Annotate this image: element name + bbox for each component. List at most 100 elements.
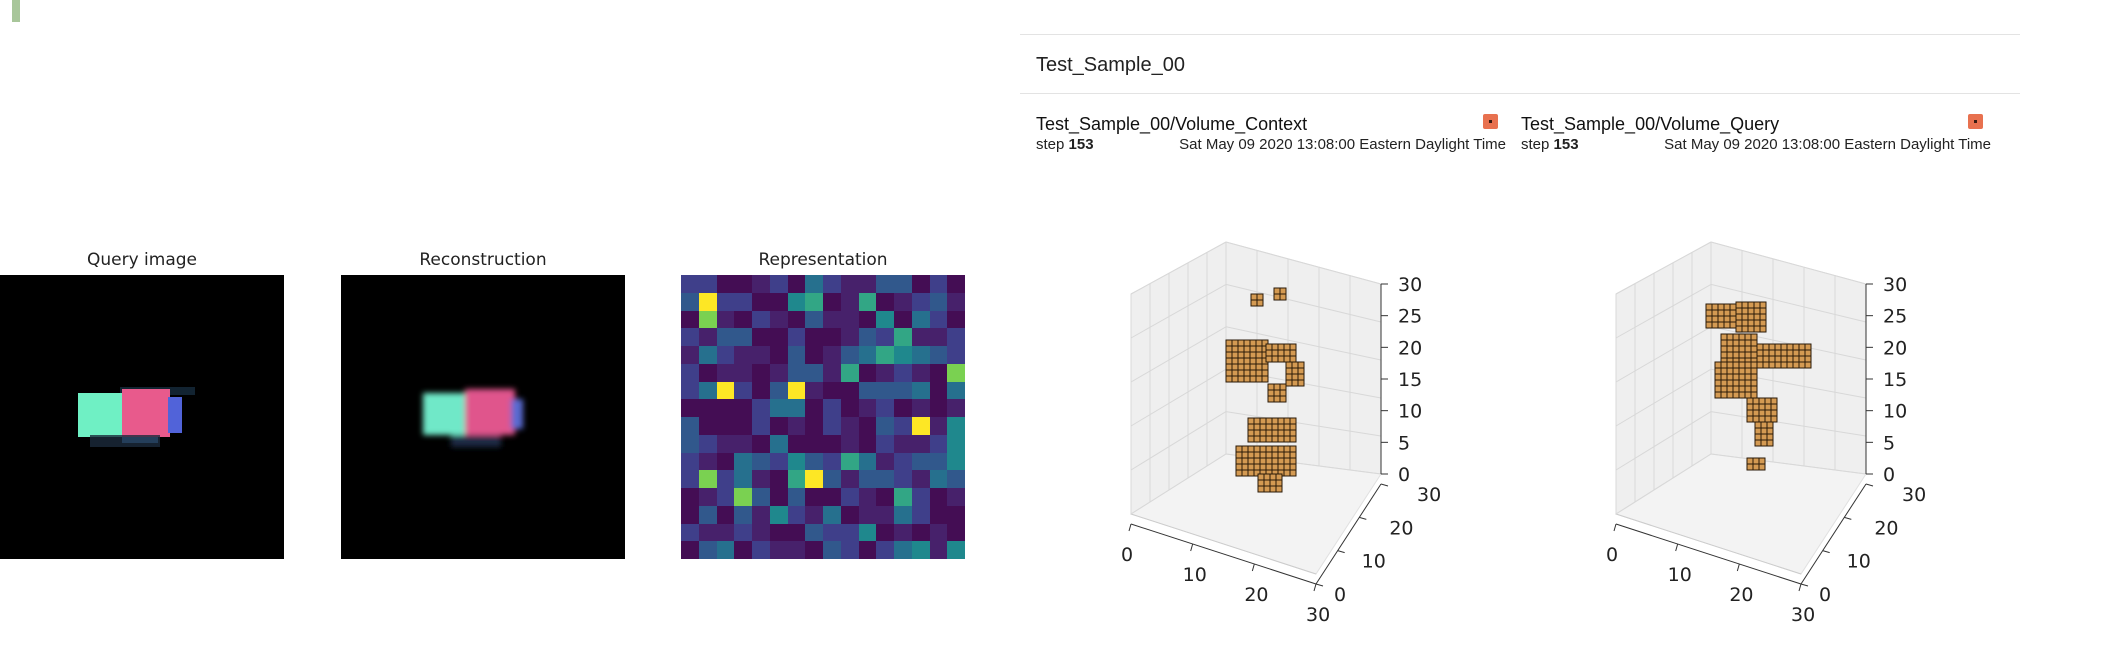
z-tick-label: 15 bbox=[1883, 369, 1907, 391]
voxel bbox=[1231, 345, 1239, 353]
x-tick bbox=[1675, 543, 1679, 552]
voxel bbox=[1752, 403, 1760, 411]
heatmap-cell bbox=[716, 381, 735, 400]
voxel bbox=[1283, 457, 1291, 465]
heatmap-cell bbox=[823, 328, 841, 346]
z-tick-label: 20 bbox=[1398, 337, 1422, 359]
voxel bbox=[1735, 301, 1743, 309]
voxel bbox=[1235, 457, 1243, 465]
voxel bbox=[1235, 451, 1243, 459]
grid-line bbox=[1130, 241, 1227, 295]
voxel bbox=[1732, 391, 1740, 399]
y-tick-label: 20 bbox=[1389, 517, 1413, 539]
heatmap-cell bbox=[840, 541, 859, 559]
heatmap-cell bbox=[911, 417, 930, 435]
voxel bbox=[1750, 385, 1758, 393]
voxel bbox=[1780, 355, 1788, 363]
heatmap-cell bbox=[840, 434, 859, 453]
voxel bbox=[1277, 417, 1285, 425]
voxel bbox=[1720, 373, 1728, 381]
grid-line bbox=[1615, 411, 1712, 471]
y-tick-label: 0 bbox=[1819, 584, 1831, 606]
voxel bbox=[1720, 351, 1728, 359]
voxel bbox=[1231, 369, 1239, 377]
heatmap-cell bbox=[840, 505, 859, 524]
heatmap-cell bbox=[787, 381, 806, 400]
voxel bbox=[1247, 417, 1255, 425]
heatmap-cell bbox=[752, 452, 770, 471]
heatmap-cell bbox=[929, 470, 948, 488]
expand-icon[interactable] bbox=[1483, 114, 1498, 129]
voxel bbox=[1297, 361, 1305, 369]
voxel bbox=[1723, 303, 1731, 311]
voxel bbox=[1231, 357, 1239, 365]
voxel bbox=[1289, 435, 1297, 443]
voxel bbox=[1798, 343, 1806, 351]
voxel bbox=[1259, 451, 1267, 459]
heatmap-cell bbox=[752, 505, 770, 524]
expand-icon[interactable] bbox=[1968, 114, 1983, 129]
heatmap-cell bbox=[858, 310, 877, 329]
y-tick-label: 10 bbox=[1847, 551, 1871, 573]
heatmap-cell bbox=[858, 381, 877, 400]
voxel bbox=[1275, 473, 1283, 481]
heatmap-cell bbox=[823, 292, 841, 311]
heatmap-cell bbox=[716, 275, 735, 293]
heatmap-cell bbox=[929, 363, 948, 382]
group-title: Test_Sample_00 bbox=[1036, 54, 1185, 76]
voxel bbox=[1243, 375, 1251, 383]
heatmap-cell bbox=[787, 523, 806, 542]
voxel bbox=[1714, 361, 1722, 369]
heatmap-cell bbox=[734, 470, 752, 488]
heatmap-cell bbox=[805, 523, 823, 542]
voxel bbox=[1744, 373, 1752, 381]
voxel bbox=[1235, 469, 1243, 477]
voxel bbox=[1283, 423, 1291, 431]
voxel bbox=[1759, 307, 1767, 315]
voxel bbox=[1720, 385, 1728, 393]
voxel bbox=[1732, 361, 1740, 369]
voxel bbox=[1249, 369, 1257, 377]
voxel bbox=[1289, 457, 1297, 465]
voxel bbox=[1723, 315, 1731, 323]
voxel bbox=[1297, 379, 1305, 387]
heatmap-cell bbox=[823, 310, 841, 329]
voxel bbox=[1225, 369, 1233, 377]
heatmap-cell bbox=[876, 328, 894, 346]
heatmap-cell bbox=[805, 381, 823, 400]
voxel bbox=[1259, 417, 1267, 425]
voxel bbox=[1714, 367, 1722, 375]
voxel bbox=[1770, 415, 1778, 423]
voxel bbox=[1243, 357, 1251, 365]
heatmap-cell bbox=[681, 363, 699, 382]
heatmap-cell bbox=[947, 488, 965, 506]
heatmap-cell bbox=[858, 275, 877, 293]
heatmap-cell bbox=[752, 328, 770, 346]
heatmap-cell bbox=[769, 434, 788, 453]
heatmap-cell bbox=[840, 346, 859, 364]
voxel bbox=[1231, 375, 1239, 383]
voxel bbox=[1253, 423, 1261, 431]
subplot-title-reconstruction: Reconstruction bbox=[419, 250, 547, 270]
heatmap-cell bbox=[876, 523, 894, 542]
heatmap-cell bbox=[769, 452, 788, 471]
heatmap-cell bbox=[787, 434, 806, 453]
voxel bbox=[1804, 355, 1812, 363]
heatmap-cell bbox=[698, 488, 717, 506]
heatmap-cell bbox=[858, 488, 877, 506]
voxel bbox=[1732, 373, 1740, 381]
voxel-plot-query: 0 5 10 15 20 25 30 0 10 20 30 0 10 20 30 bbox=[1521, 184, 1991, 634]
voxel bbox=[1753, 313, 1761, 321]
heatmap-cell bbox=[894, 541, 912, 559]
voxel bbox=[1271, 435, 1279, 443]
voxel bbox=[1744, 339, 1752, 347]
heatmap-cell bbox=[716, 505, 735, 524]
x-tick bbox=[1251, 563, 1255, 572]
heatmap-cell bbox=[716, 363, 735, 382]
voxel bbox=[1283, 417, 1291, 425]
heatmap-cell bbox=[894, 399, 912, 417]
voxel bbox=[1247, 457, 1255, 465]
grid-line bbox=[1225, 326, 1382, 361]
voxel bbox=[1285, 379, 1293, 387]
voxel bbox=[1271, 429, 1279, 437]
